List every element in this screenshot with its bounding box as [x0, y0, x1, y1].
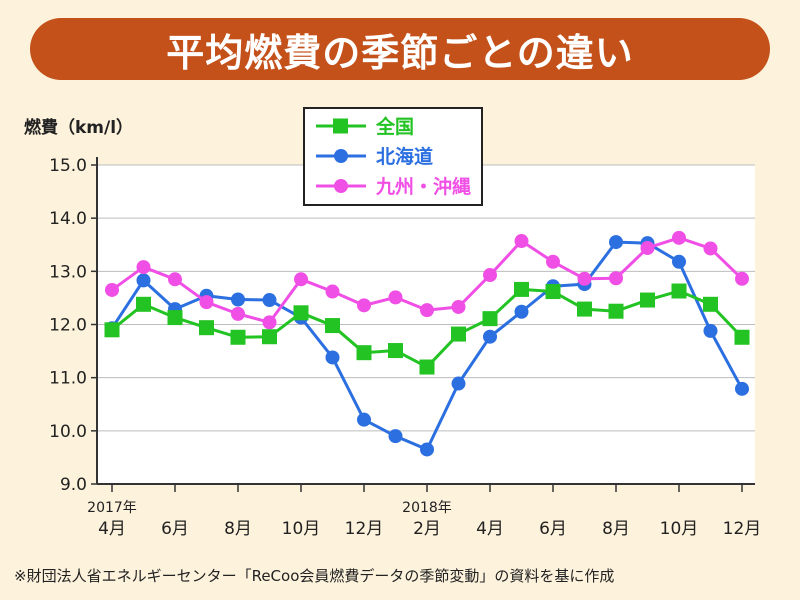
data-point [199, 320, 214, 336]
data-point [672, 254, 686, 269]
data-point [514, 281, 529, 297]
legend-label: 全国 [375, 115, 414, 138]
x-tick-label: 12月 [345, 519, 384, 539]
y-tick-label: 10.0 [49, 422, 87, 442]
data-point [451, 299, 466, 314]
data-point [734, 329, 750, 345]
data-point [104, 322, 120, 338]
legend-swatch-marker [334, 149, 348, 163]
x-tick-label: 6月 [539, 519, 567, 539]
data-point [514, 304, 529, 319]
data-point [451, 326, 466, 342]
y-tick-label: 15.0 [49, 156, 87, 176]
y-tick-label: 13.0 [49, 262, 87, 282]
chart-title: 平均燃費の季節ごとの違い [166, 30, 634, 75]
x-tick-label: 6月 [161, 519, 189, 539]
x-tick-label: 4月 [476, 519, 504, 539]
x-tick-label: 10月 [282, 519, 321, 539]
data-point [609, 235, 623, 250]
legend-swatch-marker [333, 118, 348, 134]
data-point [231, 306, 245, 321]
y-tick-label: 12.0 [49, 316, 87, 336]
data-point [262, 315, 277, 330]
y-tick-label: 14.0 [49, 209, 87, 229]
data-point [357, 412, 371, 427]
data-point [294, 272, 308, 287]
data-point [703, 323, 718, 338]
legend-swatch-marker [334, 179, 348, 193]
legend-label: 九州・沖縄 [375, 175, 471, 198]
data-point [609, 271, 623, 286]
data-point [546, 254, 560, 269]
data-point [671, 283, 687, 299]
data-point [293, 305, 309, 321]
x-tick-label: 2月 [413, 519, 441, 539]
data-point [735, 381, 749, 396]
x-year-label: 2018年 [402, 500, 452, 516]
y-axis-label: 燃費（km/l） [24, 117, 133, 138]
y-tick-label: 11.0 [49, 369, 87, 389]
data-point [388, 290, 403, 305]
data-point [262, 329, 277, 345]
data-point [168, 272, 182, 287]
x-tick-label: 8月 [602, 519, 630, 539]
data-point [231, 292, 245, 307]
y-tick-label: 9.0 [60, 475, 87, 495]
data-point [199, 295, 214, 310]
data-point [545, 284, 561, 300]
data-point [577, 271, 592, 286]
x-tick-label: 10月 [660, 519, 699, 539]
data-point [388, 343, 403, 359]
data-point [230, 329, 246, 345]
data-point [420, 303, 434, 318]
data-point [703, 296, 718, 312]
data-point [136, 296, 151, 312]
data-point [136, 273, 151, 288]
data-point [325, 284, 340, 299]
x-year-label: 2017年 [87, 500, 137, 516]
data-point [483, 268, 497, 283]
data-point [105, 282, 119, 297]
data-point [703, 241, 718, 256]
data-point [640, 292, 655, 308]
data-point [388, 429, 403, 444]
data-point [483, 329, 497, 344]
data-point [577, 301, 592, 317]
x-tick-label: 4月 [98, 519, 126, 539]
data-point [451, 376, 466, 391]
chart-title-banner: 平均燃費の季節ごとの違い [30, 18, 770, 80]
data-point [325, 350, 340, 365]
data-point [420, 442, 434, 457]
data-point [482, 311, 498, 327]
data-point [735, 271, 749, 286]
x-tick-label: 8月 [224, 519, 252, 539]
data-point [514, 234, 529, 249]
data-point [325, 318, 340, 334]
data-point [136, 260, 151, 275]
source-note: ※財団法人省エネルギーセンター「ReCoo会員燃費データの季節変動」の資料を基に… [14, 567, 615, 585]
data-point [419, 359, 435, 375]
data-point [608, 303, 624, 319]
data-point [167, 310, 183, 326]
data-point [357, 298, 371, 313]
data-point [262, 293, 277, 308]
legend-label: 北海道 [376, 145, 433, 168]
x-tick-label: 12月 [723, 519, 762, 539]
data-point [672, 230, 686, 245]
data-point [640, 240, 655, 255]
data-point [356, 345, 372, 361]
